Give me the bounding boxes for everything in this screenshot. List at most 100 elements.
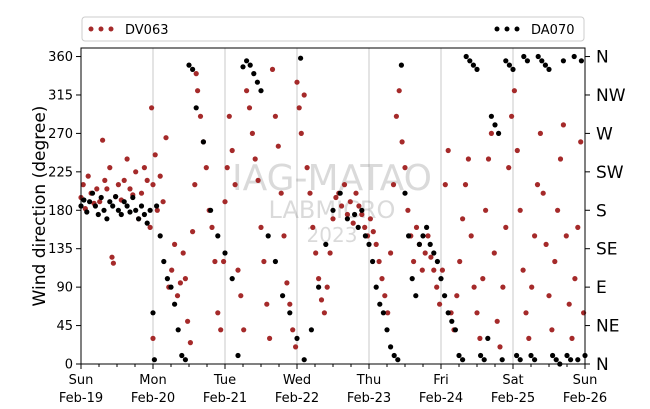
x-tick-label-day: Sun	[69, 373, 94, 388]
point-dv063	[287, 301, 293, 307]
x-tick-label-date: Feb-23	[347, 391, 391, 406]
point-da070	[294, 335, 300, 341]
point-da070	[420, 233, 426, 239]
compass-label: S	[596, 201, 607, 221]
legend-label-da070: DA070	[531, 23, 575, 38]
point-da070	[380, 310, 386, 316]
point-da070	[240, 64, 246, 70]
data-points	[78, 53, 588, 367]
point-dv063	[310, 224, 316, 230]
point-dv063	[272, 113, 278, 119]
point-dv063	[534, 182, 541, 188]
point-da070	[254, 79, 260, 85]
point-dv063	[221, 258, 227, 265]
point-dv063	[192, 182, 198, 188]
point-dv063	[127, 186, 133, 192]
point-dv063	[293, 344, 299, 350]
point-da070	[138, 203, 145, 209]
compass-label: NE	[596, 317, 619, 337]
point-dv063	[468, 233, 474, 239]
point-da070	[366, 241, 372, 247]
point-da070	[406, 233, 412, 239]
point-dv063	[563, 233, 569, 239]
point-da070	[251, 71, 257, 77]
point-dv063	[560, 122, 567, 128]
point-dv063	[437, 301, 443, 307]
legend-marker-da070	[494, 26, 520, 32]
point-dv063	[190, 229, 196, 235]
point-da070	[87, 199, 93, 205]
point-dv063	[324, 284, 330, 290]
point-dv063	[94, 186, 100, 192]
point-dv063	[235, 267, 241, 273]
point-dv063	[246, 105, 253, 111]
point-da070	[107, 199, 113, 205]
point-da070	[172, 301, 178, 307]
point-dv063	[393, 113, 399, 119]
point-da070	[101, 207, 107, 213]
point-dv063	[241, 327, 247, 333]
point-dv063	[249, 130, 255, 136]
point-dv063	[97, 199, 103, 205]
point-dv063	[526, 335, 532, 341]
point-da070	[130, 194, 136, 201]
point-da070	[532, 357, 538, 363]
point-dv063	[269, 66, 276, 72]
point-da070	[546, 66, 552, 72]
point-da070	[355, 224, 361, 230]
point-dv063	[174, 293, 181, 299]
point-da070	[485, 335, 491, 341]
point-da070	[564, 352, 570, 359]
point-dv063	[121, 177, 127, 183]
x-tick-label-date: Feb-25	[491, 391, 535, 406]
point-da070	[442, 293, 448, 299]
compass-label: SW	[596, 163, 624, 183]
point-da070	[110, 203, 116, 209]
point-dv063	[557, 156, 564, 162]
compass-label: N	[596, 355, 609, 375]
point-da070	[377, 301, 383, 307]
point-dv063	[244, 88, 250, 94]
point-dv063	[353, 190, 359, 196]
point-da070	[510, 66, 516, 72]
x-tick-label-day: Tue	[213, 373, 236, 388]
point-da070	[542, 62, 549, 68]
point-da070	[503, 58, 509, 64]
point-dv063	[362, 224, 368, 230]
point-dv063	[566, 301, 572, 307]
point-da070	[456, 352, 462, 359]
point-da070	[235, 352, 241, 359]
point-da070	[118, 211, 124, 218]
point-dv063	[115, 182, 121, 188]
point-da070	[474, 66, 480, 72]
point-dv063	[316, 276, 322, 282]
point-da070	[568, 357, 574, 363]
point-dv063	[434, 284, 440, 290]
point-dv063	[177, 280, 183, 286]
x-tick-label-day: Thu	[356, 373, 381, 388]
point-dv063	[172, 241, 178, 247]
point-da070	[161, 258, 167, 265]
point-dv063	[344, 211, 350, 218]
point-da070	[337, 190, 343, 196]
point-da070	[229, 276, 235, 282]
point-da070	[164, 276, 170, 282]
point-da070	[133, 207, 139, 213]
point-dv063	[431, 267, 437, 273]
point-da070	[208, 207, 214, 213]
x-tick-label-day: Wed	[283, 373, 311, 388]
point-da070	[308, 327, 314, 333]
y-tick-label: 135	[48, 242, 73, 257]
point-da070	[539, 58, 545, 64]
point-da070	[154, 203, 160, 209]
point-dv063	[411, 258, 417, 265]
point-da070	[344, 216, 350, 222]
point-dv063	[209, 224, 215, 230]
point-da070	[147, 207, 153, 213]
x-axis: Sun Feb-19 Mon Feb-20 Tue Feb-21 Wed Feb-22 Thu F…	[59, 364, 607, 406]
point-dv063	[520, 267, 526, 273]
point-da070	[301, 357, 307, 363]
point-da070	[470, 62, 476, 68]
point-da070	[460, 357, 466, 363]
